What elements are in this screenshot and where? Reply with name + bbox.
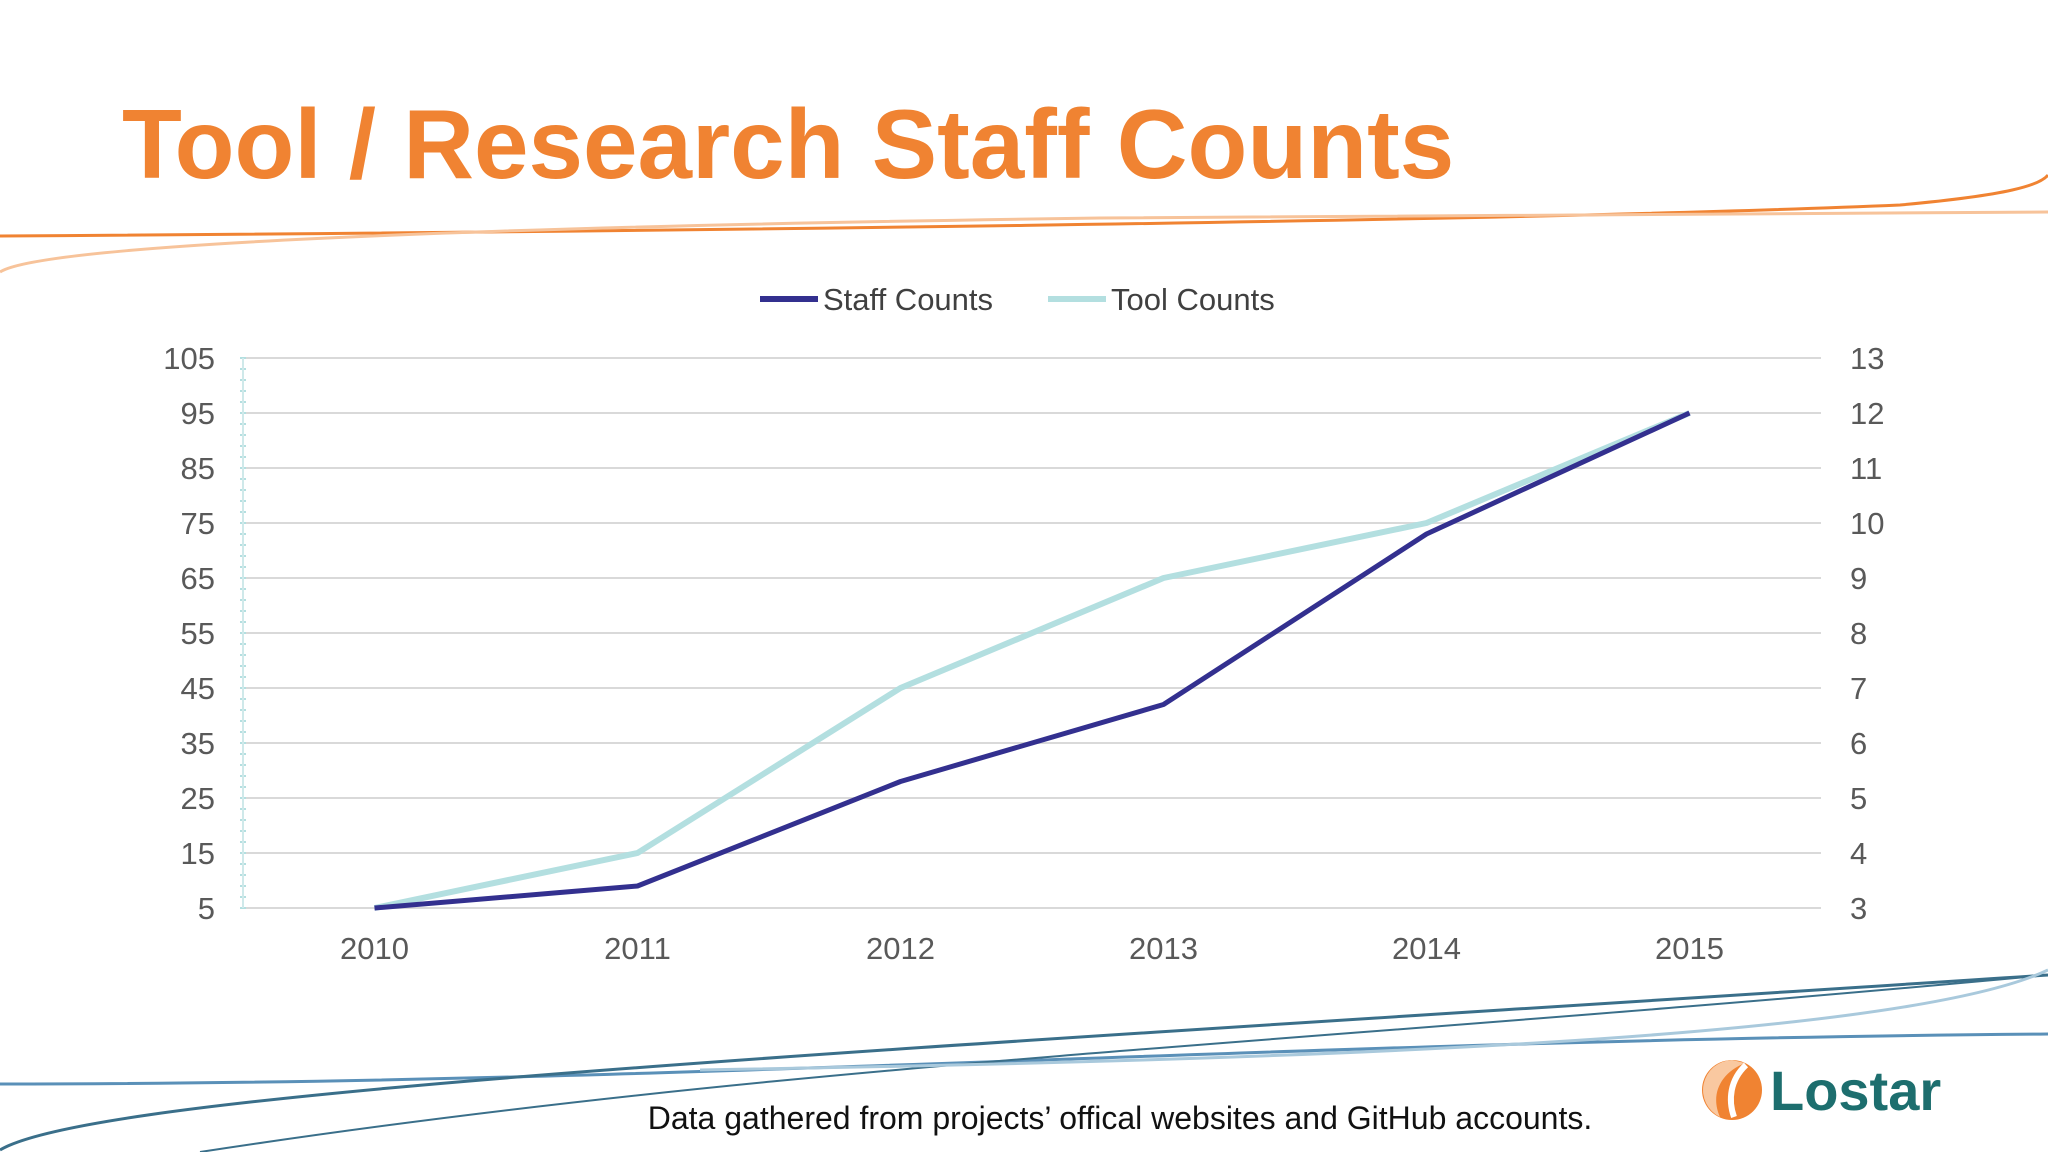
right-axis: 3 4 5 6 7 8 9 10 11 12 13 — [1850, 341, 1884, 926]
right-tick-label: 10 — [1850, 506, 1884, 541]
svg-text:Lostar: Lostar — [1770, 1059, 1941, 1122]
legend-label: Staff Counts — [823, 282, 993, 317]
x-tick-label: 2012 — [866, 931, 935, 966]
x-tick-label: 2013 — [1129, 931, 1198, 966]
legend: Staff Counts Tool Counts — [760, 282, 1275, 317]
series-line-tool-counts — [373, 410, 1691, 911]
left-tick-label: 35 — [181, 726, 215, 761]
source-footnote: Data gathered from projects’ offical web… — [647, 1100, 1593, 1136]
right-tick-label: 9 — [1850, 561, 1867, 596]
left-tick-label: 25 — [181, 781, 215, 816]
left-tick-label: 75 — [181, 506, 215, 541]
right-tick-label: 3 — [1850, 891, 1867, 926]
left-tick-label: 45 — [181, 671, 215, 706]
right-tick-label: 8 — [1850, 616, 1867, 651]
left-tick-label: 55 — [181, 616, 215, 651]
x-tick-label: 2014 — [1392, 931, 1461, 966]
left-tick-label: 105 — [163, 341, 215, 376]
x-tick-label: 2011 — [604, 931, 671, 966]
left-tick-label: 5 — [198, 891, 215, 926]
legend-label: Tool Counts — [1111, 282, 1275, 317]
left-tick-label: 95 — [181, 396, 215, 431]
right-tick-label: 6 — [1850, 726, 1867, 761]
x-axis: 2010 2011 2012 2013 2014 2015 — [340, 931, 1724, 966]
x-tick-label: 2015 — [1655, 931, 1724, 966]
right-tick-label: 7 — [1850, 671, 1867, 706]
lostar-logo: Lostar — [1702, 1059, 1941, 1122]
right-tick-label: 4 — [1850, 836, 1867, 871]
right-tick-label: 12 — [1850, 396, 1884, 431]
left-tick-label: 85 — [181, 451, 215, 486]
x-tick-label: 2010 — [340, 931, 409, 966]
right-tick-label: 5 — [1850, 781, 1867, 816]
right-tick-label: 13 — [1850, 341, 1884, 376]
series-lines — [373, 410, 1691, 911]
series-line-staff-counts — [374, 410, 1691, 911]
left-axis: 5 15 25 35 45 55 65 75 85 95 105 — [163, 341, 215, 926]
right-tick-label: 11 — [1850, 451, 1882, 486]
left-tick-label: 65 — [181, 561, 215, 596]
slide-title: Tool / Research Staff Counts — [122, 89, 1455, 199]
left-tick-label: 15 — [181, 836, 215, 871]
